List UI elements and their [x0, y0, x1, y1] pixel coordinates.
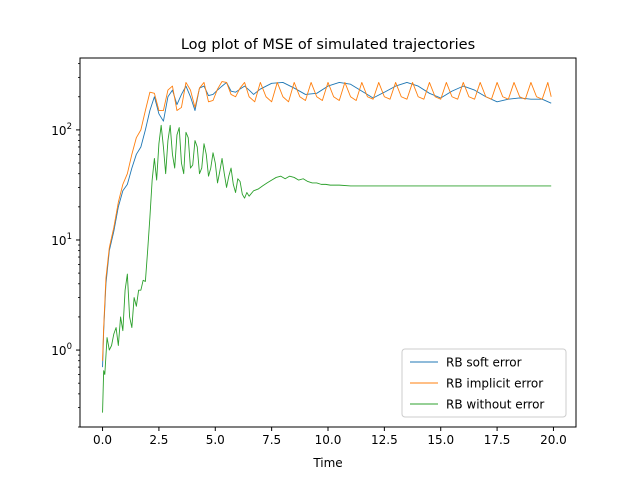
x-tick-label: 0.0 [93, 433, 112, 447]
y-tick-base: 10 [51, 344, 66, 358]
legend-box [401, 348, 567, 418]
y-tick-label: 101 [51, 232, 72, 248]
y-tick-label: 102 [51, 122, 72, 138]
legend-label: RB implicit error [446, 377, 543, 391]
legend-label: RB without error [446, 398, 544, 412]
x-tick-label: 17.5 [484, 433, 511, 447]
y-tick-label: 100 [51, 342, 72, 358]
series-line-rb-without-error [102, 124, 552, 413]
legend: RB soft error RB implicit error RB without… [401, 348, 567, 418]
legend-label: RB soft error [446, 356, 522, 370]
x-tick-label: 10.0 [315, 433, 342, 447]
x-tick-label: 5.0 [206, 433, 225, 447]
y-tick-exponent: 1 [67, 232, 72, 242]
series-line-rb-soft-error [102, 81, 552, 368]
y-tick-exponent: 2 [67, 122, 72, 132]
x-tick-label: 2.5 [149, 433, 168, 447]
y-tick-base: 10 [51, 124, 66, 138]
series-line-rb-implicit-error [102, 81, 552, 361]
x-tick-label: 12.5 [371, 433, 398, 447]
series-layer [102, 81, 552, 413]
chart-title: Log plot of MSE of simulated trajectorie… [181, 37, 475, 53]
x-tick-label: 15.0 [427, 433, 454, 447]
x-tick-label: 20.0 [540, 433, 567, 447]
x-axis: 0.0 2.5 5.0 7.5 10.0 12.5 15.0 17.5 20.0 [93, 427, 567, 447]
x-tick-label: 7.5 [262, 433, 281, 447]
y-tick-exponent: 0 [67, 342, 72, 352]
y-tick-base: 10 [51, 234, 66, 248]
x-axis-label: Time [312, 456, 342, 470]
